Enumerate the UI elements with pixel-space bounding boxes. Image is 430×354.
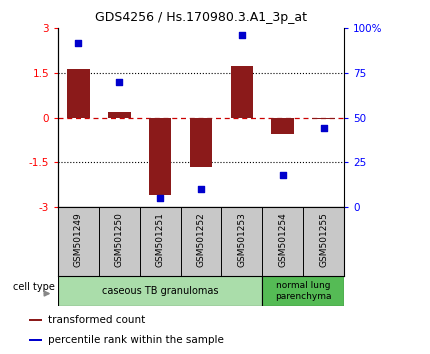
Text: GSM501252: GSM501252 [197, 213, 206, 267]
Text: GSM501249: GSM501249 [74, 213, 83, 267]
Bar [29, 339, 42, 341]
Text: transformed count: transformed count [48, 315, 145, 325]
Title: GDS4256 / Hs.170980.3.A1_3p_at: GDS4256 / Hs.170980.3.A1_3p_at [95, 11, 307, 24]
Text: GSM501250: GSM501250 [115, 213, 124, 268]
Bar [67, 69, 90, 118]
Bar [262, 276, 344, 306]
Bar [29, 319, 42, 321]
Bar [271, 118, 294, 134]
Point [116, 79, 123, 85]
Text: GSM501255: GSM501255 [319, 213, 328, 268]
Bar [312, 118, 335, 119]
Text: caseous TB granulomas: caseous TB granulomas [102, 286, 218, 296]
Text: normal lung
parenchyma: normal lung parenchyma [275, 281, 332, 301]
Point [197, 187, 204, 192]
Bar [230, 65, 253, 118]
Bar [58, 276, 262, 306]
Bar [149, 118, 172, 195]
Point [279, 172, 286, 178]
Bar [190, 118, 212, 167]
Point [75, 40, 82, 45]
Point [320, 126, 327, 131]
Text: GSM501254: GSM501254 [278, 213, 287, 267]
Text: percentile rank within the sample: percentile rank within the sample [48, 335, 224, 345]
Text: cell type: cell type [13, 282, 55, 292]
Bar [108, 112, 131, 118]
Text: GSM501253: GSM501253 [237, 213, 246, 268]
Point [157, 195, 163, 201]
Text: GSM501251: GSM501251 [156, 213, 165, 268]
Point [238, 33, 245, 38]
